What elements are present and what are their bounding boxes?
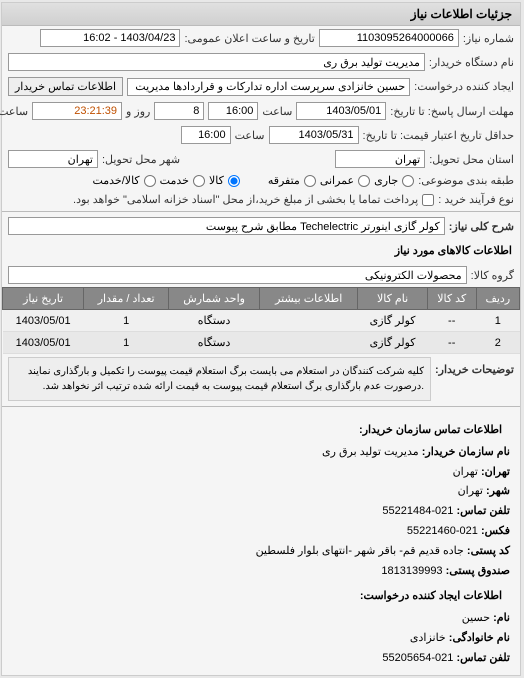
province-value: تهران bbox=[454, 466, 479, 478]
table-cell: -- bbox=[428, 310, 477, 332]
desc-label: شرح کلی نیاز: bbox=[450, 220, 515, 233]
lname-label: نام خانوادگی: bbox=[450, 632, 511, 644]
creator-label: ایجاد کننده درخواست: bbox=[415, 80, 515, 93]
table-header: واحد شمارش bbox=[170, 288, 261, 310]
table-cell: 1 bbox=[85, 310, 170, 332]
table-row[interactable]: 1--کولر گازیدستگاه11403/05/01 bbox=[4, 310, 521, 332]
mailbox-label: صندوق پستی: bbox=[447, 565, 511, 577]
table-header: تعداد / مقدار bbox=[85, 288, 170, 310]
table-cell: کولر گازی bbox=[359, 310, 428, 332]
phone-label: تلفن تماس: bbox=[457, 505, 511, 517]
table-cell: 1403/05/01 bbox=[4, 310, 85, 332]
table-cell: 1 bbox=[477, 310, 520, 332]
buyer-org-input[interactable] bbox=[9, 53, 426, 71]
table-row[interactable]: 2--کولر گازی دستگاه11403/05/01 bbox=[4, 332, 521, 354]
table-header: تاریخ نیاز bbox=[4, 288, 85, 310]
time-left-label: ساعت باقی مانده bbox=[0, 105, 29, 118]
phone-value: 021-55221484 bbox=[383, 505, 454, 517]
purchase-type-label: نوع فرآیند خرید : bbox=[439, 193, 515, 206]
req-no-label: شماره نیاز: bbox=[464, 32, 515, 45]
group-input[interactable] bbox=[9, 266, 468, 284]
details-panel: جزئیات اطلاعات نیاز شماره نیاز: تاریخ و … bbox=[2, 2, 522, 676]
buyer-note-label: توضیحات خریدار: bbox=[436, 357, 515, 376]
org-value: مدیریت تولید برق ری bbox=[323, 446, 420, 458]
city-label: شهر: bbox=[487, 485, 511, 497]
table-cell: 1 bbox=[85, 332, 170, 354]
type-radio-goods[interactable]: کالا bbox=[210, 174, 241, 187]
table-cell bbox=[261, 310, 359, 332]
deadline-time-input[interactable] bbox=[209, 102, 259, 120]
deadline-label: مهلت ارسال پاسخ: تا تاریخ: bbox=[391, 105, 515, 118]
delivery-province-label: استان محل تحویل: bbox=[430, 153, 515, 166]
time-left-input bbox=[33, 102, 123, 120]
creator-input[interactable] bbox=[128, 78, 411, 96]
budget-label: طبقه بندی موضوعی: bbox=[419, 174, 515, 187]
delivery-city-label: شهر محل تحویل: bbox=[103, 153, 181, 166]
table-cell bbox=[261, 332, 359, 354]
purchase-note: پرداخت تماما یا بخشی از مبلغ خرید،از محل… bbox=[9, 193, 419, 206]
treasury-checkbox[interactable] bbox=[423, 194, 435, 206]
panel-title: جزئیات اطلاعات نیاز bbox=[3, 3, 521, 26]
province-label: تهران: bbox=[482, 466, 511, 478]
fax-label: فکس: bbox=[482, 525, 511, 537]
table-header: اطلاعات بیشتر bbox=[261, 288, 359, 310]
fax-value: 021-55221460 bbox=[408, 525, 479, 537]
mailbox-value: 1813139993 bbox=[382, 565, 443, 577]
deadline-time-label: ساعت bbox=[263, 105, 293, 118]
delivery-province-input[interactable] bbox=[336, 150, 426, 168]
fname-label: نام: bbox=[494, 612, 511, 624]
items-table: ردیفکد کالانام کالااطلاعات بیشترواحد شما… bbox=[3, 287, 521, 354]
table-cell: -- bbox=[428, 332, 477, 354]
postcode-value: جاده قدیم قم- باقر شهر -انتهای بلوار فلس… bbox=[257, 545, 465, 557]
table-cell: دستگاه bbox=[170, 310, 261, 332]
budget-radio-omrani[interactable]: عمرانی bbox=[321, 174, 371, 187]
table-header: ردیف bbox=[477, 288, 520, 310]
type-radio-service[interactable]: خدمت bbox=[161, 174, 206, 187]
postcode-label: کد پستی: bbox=[468, 545, 511, 557]
pub-date-label: تاریخ و ساعت اعلان عمومی: bbox=[185, 32, 315, 45]
lname-value: خانزادی bbox=[411, 632, 447, 644]
validity-time-input[interactable] bbox=[182, 126, 232, 144]
table-header: نام کالا bbox=[359, 288, 428, 310]
desc-input[interactable] bbox=[9, 217, 446, 235]
table-cell: کولر گازی bbox=[359, 332, 428, 354]
table-cell: دستگاه bbox=[170, 332, 261, 354]
days-left-input bbox=[155, 102, 205, 120]
buyer-note-text: کلیه شرکت کنندگان در استعلام می بایست بر… bbox=[9, 357, 432, 401]
validity-time-label: ساعت bbox=[236, 129, 266, 142]
deadline-date-input[interactable] bbox=[297, 102, 387, 120]
contact-info-button[interactable]: اطلاعات تماس خریدار bbox=[9, 77, 124, 96]
table-cell: 1403/05/01 bbox=[4, 332, 85, 354]
group-label: گروه کالا: bbox=[472, 269, 515, 282]
fname-value: حسین bbox=[463, 612, 491, 624]
budget-radio-misc[interactable]: متفرقه bbox=[269, 174, 317, 187]
req-no-input[interactable] bbox=[320, 29, 460, 47]
delivery-city-input[interactable] bbox=[9, 150, 99, 168]
city-value: تهران bbox=[459, 485, 484, 497]
org-label: نام سازمان خریدار: bbox=[423, 446, 511, 458]
days-label: روز و bbox=[127, 105, 151, 118]
cphone-label: تلفن تماس: bbox=[457, 652, 511, 664]
buyer-org-label: نام دستگاه خریدار: bbox=[430, 56, 515, 69]
contact-creator-title: اطلاعات ایجاد کننده درخواست: bbox=[13, 581, 511, 609]
type-radio-both[interactable]: کالا/خدمت bbox=[93, 174, 156, 187]
validity-label: حداقل تاریخ اعتبار قیمت: تا تاریخ: bbox=[364, 129, 515, 142]
table-cell: 2 bbox=[477, 332, 520, 354]
items-section-title: اطلاعات کالاهای مورد نیاز bbox=[3, 238, 521, 263]
contact-section: اطلاعات تماس سازمان خریدار: نام سازمان خ… bbox=[3, 409, 521, 675]
cphone-value: 021-55205654 bbox=[383, 652, 454, 664]
contact-org-title: اطلاعات تماس سازمان خریدار: bbox=[13, 415, 511, 443]
validity-date-input[interactable] bbox=[270, 126, 360, 144]
budget-radio-jari[interactable]: جاری bbox=[375, 174, 415, 187]
pub-date-input[interactable] bbox=[41, 29, 181, 47]
table-header: کد کالا bbox=[428, 288, 477, 310]
